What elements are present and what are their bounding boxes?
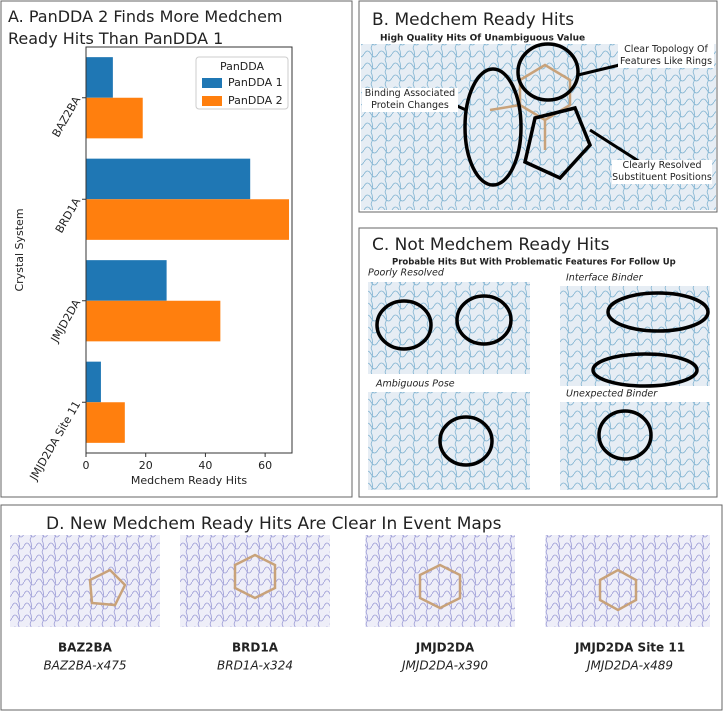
title-box: A. PanDDA 2 Finds More Medchem Ready Hit…	[8, 7, 283, 48]
panel-title: D. New Medchem Ready Hits Are Clear In E…	[46, 514, 502, 534]
hit-id: JMJD2DA-x390	[400, 659, 488, 673]
annotation: Binding Associated Protein Changes	[362, 88, 458, 112]
density-image	[545, 535, 710, 627]
highlight	[375, 299, 433, 351]
bar	[86, 300, 221, 342]
density-image	[368, 282, 530, 374]
ligand	[598, 568, 638, 612]
hit-name: BRD1A	[232, 641, 279, 655]
annotation-box: Clear Topology Of Features Like Rings	[618, 44, 714, 68]
hit-name: JMJD2DA Site 11	[574, 641, 685, 655]
x-tick-label: 40	[198, 459, 212, 472]
hit-id: JMJD2DA-x489	[585, 659, 673, 673]
x-axis-label: Medchem Ready Hits	[131, 474, 248, 487]
legend-title: PanDDA	[220, 60, 265, 73]
highlight	[522, 105, 593, 181]
panel-a	[0, 0, 353, 498]
hit-labels: BAZ2BA BAZ2BA-x475 BRD1A BRD1A-x324 JMJD…	[43, 641, 685, 673]
density-image	[560, 402, 710, 490]
legend-label: PanDDA 2	[228, 94, 283, 107]
panel-title: B. Medchem Ready Hits	[372, 10, 574, 30]
ligand	[88, 568, 127, 607]
legend-swatch	[202, 78, 222, 88]
highlight	[455, 294, 513, 346]
hit-id: BAZ2BA-x475	[43, 659, 126, 673]
image-label: Interface Binder	[566, 273, 644, 284]
legend-swatch	[202, 96, 222, 106]
hit-name: BAZ2BA	[58, 641, 113, 655]
legend-label: PanDDA 1	[228, 76, 283, 89]
density-image	[368, 392, 530, 490]
bar	[86, 97, 143, 139]
bar	[86, 158, 251, 200]
x-tick-label: 0	[83, 459, 90, 472]
image-label: Unexpected Binder	[566, 389, 658, 400]
density-image	[10, 535, 160, 627]
highlight	[438, 415, 494, 467]
density-image	[560, 286, 710, 386]
annotation: Clearly Resolved Substituent Positions	[612, 160, 712, 184]
x-tick-label: 20	[139, 459, 153, 472]
y-axis-label: Crystal System	[13, 208, 26, 291]
highlight	[591, 352, 699, 388]
hit-name: JMJD2DA	[415, 641, 475, 655]
ligand	[418, 563, 462, 610]
annotation-box: Clearly Resolved Substituent Positions	[612, 160, 712, 184]
panel-title: C. Not Medchem Ready Hits	[372, 235, 610, 255]
x-tick-label: 60	[258, 459, 272, 472]
bar	[86, 57, 113, 98]
image-label: Ambiguous Pose	[375, 379, 455, 390]
panel-subtitle: High Quality Hits Of Unambiguous Value	[380, 34, 585, 44]
highlight	[597, 409, 653, 461]
density-image	[180, 535, 330, 627]
bar	[86, 402, 125, 443]
highlight	[516, 42, 580, 102]
panel-subtitle: Probable Hits But With Problematic Featu…	[392, 258, 676, 268]
hit-id: BRD1A-x324	[217, 659, 293, 673]
bar	[86, 260, 167, 301]
chart-title: A. PanDDA 2 Finds More Medchem Ready Hit…	[8, 7, 283, 48]
annotation-box: Binding Associated Protein Changes	[362, 88, 458, 112]
ligand	[233, 553, 277, 600]
highlight	[463, 67, 523, 187]
bar	[86, 361, 101, 403]
pointer	[589, 128, 641, 164]
density-image	[365, 535, 515, 627]
bar	[86, 199, 290, 240]
highlight	[606, 291, 710, 333]
plot-frame	[85, 46, 293, 454]
annotation: Clear Topology Of Features Like Rings	[618, 44, 714, 68]
image-label: Poorly Resolved	[368, 268, 445, 279]
